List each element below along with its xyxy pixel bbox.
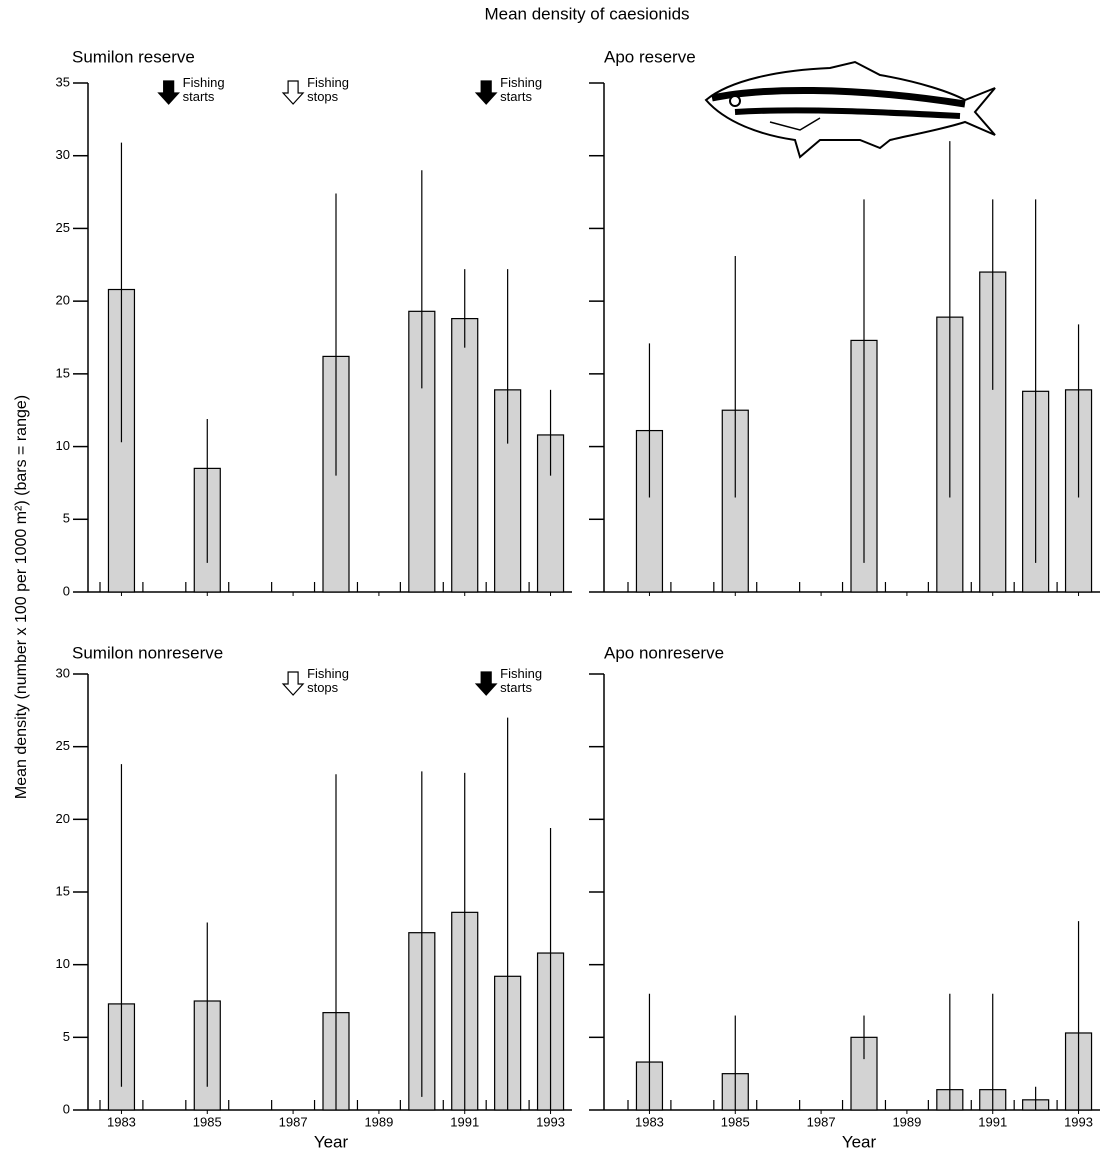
fishing-arrow — [281, 671, 305, 696]
x-tick-label: 1983 — [107, 1114, 136, 1129]
y-tick-label: 15 — [56, 883, 70, 898]
fishing-arrow — [474, 671, 498, 696]
bar — [850, 1036, 878, 1111]
y-tick-label: 0 — [63, 1101, 70, 1116]
x-tick-label: 1987 — [279, 1114, 308, 1129]
x-tick-label: 1991 — [450, 1114, 479, 1129]
fishing-arrow — [157, 80, 181, 105]
y-tick-label: 15 — [56, 365, 70, 380]
y-tick-label: 35 — [56, 74, 70, 89]
x-tick-label: 1989 — [364, 1114, 393, 1129]
y-tick-label: 25 — [56, 738, 70, 753]
y-tick-label: 30 — [56, 665, 70, 680]
annotation: Fishing starts — [500, 75, 543, 104]
x-tick-label: 1991 — [978, 1114, 1007, 1129]
x-tick-label: 1993 — [536, 1114, 565, 1129]
x-tick-label: 1983 — [635, 1114, 664, 1129]
panel-title: Sumilon nonreserve — [72, 643, 223, 662]
fishing-arrow — [474, 80, 498, 105]
annotation: Fishing starts — [182, 75, 225, 104]
panel-title: Sumilon reserve — [72, 47, 195, 66]
y-tick-label: 20 — [56, 811, 70, 826]
x-axis-label: Year — [314, 1132, 349, 1151]
x-tick-label: 1987 — [807, 1114, 836, 1129]
bar — [451, 317, 479, 593]
fish-illustration — [704, 60, 996, 159]
x-axis-label: Year — [842, 1132, 877, 1151]
fishing-arrow — [281, 80, 305, 105]
x-tick-label: 1985 — [193, 1114, 222, 1129]
y-tick-label: 0 — [63, 583, 70, 598]
y-tick-label: 10 — [56, 956, 70, 971]
y-axis-label: Mean density (number x 100 per 1000 m²) … — [13, 395, 30, 799]
annotation: Fishing stops — [307, 75, 349, 104]
annotation: Fishing starts — [500, 666, 543, 695]
y-tick-label: 10 — [56, 438, 70, 453]
y-tick-label: 20 — [56, 293, 70, 308]
y-tick-label: 25 — [56, 220, 70, 235]
panel-title: Apo reserve — [604, 47, 696, 66]
y-tick-label: 30 — [56, 147, 70, 162]
x-tick-label: 1989 — [892, 1114, 921, 1129]
annotation: Fishing stops — [307, 666, 349, 695]
figure-title: Mean density of caesionids — [484, 4, 689, 23]
x-tick-label: 1985 — [721, 1114, 750, 1129]
y-tick-label: 5 — [63, 1029, 70, 1044]
x-tick-label: 1993 — [1064, 1114, 1093, 1129]
panel-title: Apo nonreserve — [604, 643, 724, 662]
y-tick-label: 5 — [63, 511, 70, 526]
